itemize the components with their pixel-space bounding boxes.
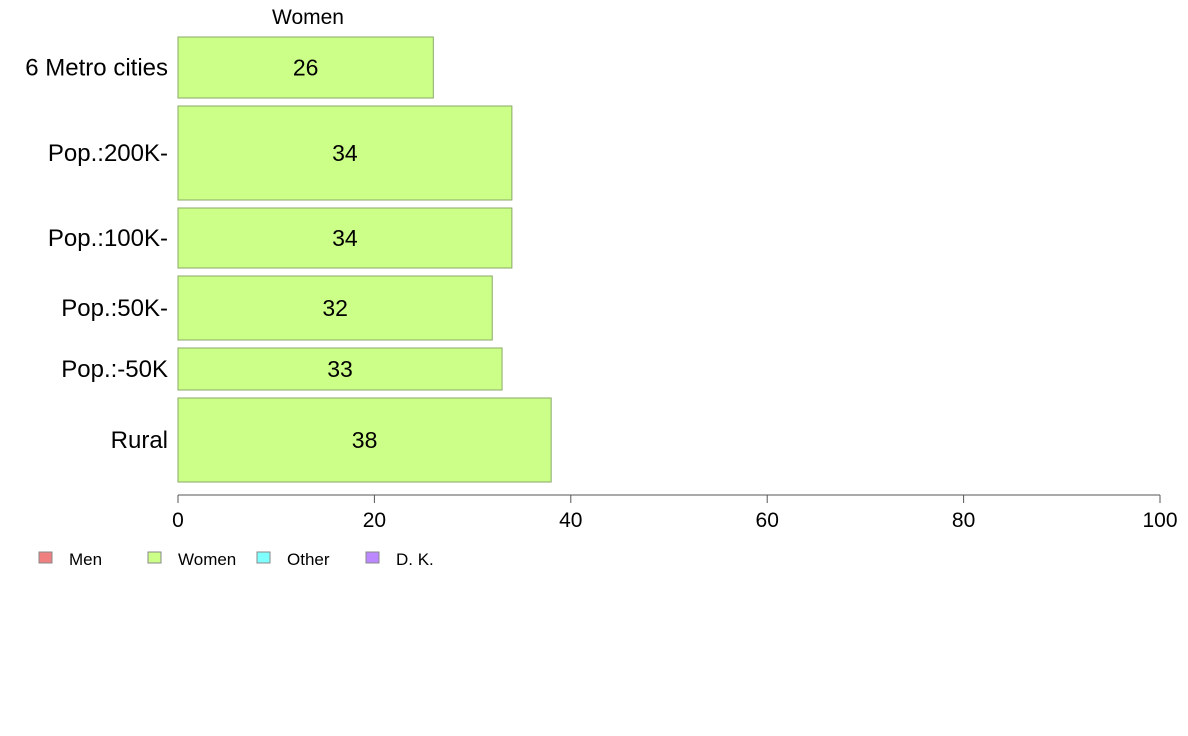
legend-swatch <box>365 551 380 564</box>
x-tick-label: 0 <box>172 509 184 532</box>
x-axis: 0 20 40 60 80 100 <box>172 494 1178 532</box>
category-label: Pop.:200K- <box>48 140 168 167</box>
bar <box>177 36 434 99</box>
legend: Men Women Other D. K. <box>38 550 434 569</box>
x-tick-label: 20 <box>363 509 386 532</box>
bar <box>177 397 552 483</box>
bar <box>177 347 503 391</box>
bar-value-label: 33 <box>327 356 353 382</box>
legend-label: D. K. <box>396 550 434 569</box>
legend-label: Other <box>287 550 330 569</box>
chart-title: Women <box>272 6 344 29</box>
x-tick-label: 100 <box>1142 509 1177 532</box>
bar-value-label: 34 <box>332 225 358 251</box>
x-tick-label: 40 <box>559 509 582 532</box>
x-tick-label: 80 <box>952 509 975 532</box>
legend-swatch <box>147 551 162 564</box>
bar <box>177 275 493 341</box>
category-label: Pop.:100K- <box>48 225 168 252</box>
category-label: 6 Metro cities <box>25 55 168 82</box>
category-label: Rural <box>111 427 168 454</box>
bar-value-label: 38 <box>352 427 378 453</box>
legend-swatch <box>256 551 271 564</box>
bar-group: 26 6 Metro cities 34 Pop.:200K- 34 Pop.:100K-… <box>25 36 552 483</box>
category-label: Pop.:50K- <box>61 295 168 322</box>
bar-value-label: 34 <box>332 140 358 166</box>
legend-label: Men <box>69 550 102 569</box>
legend-swatch <box>38 551 53 564</box>
bar <box>177 207 513 269</box>
category-label: Pop.:-50K <box>61 356 168 383</box>
x-tick-label: 60 <box>756 509 779 532</box>
legend-label: Women <box>178 550 236 569</box>
bar-value-label: 32 <box>322 295 348 321</box>
bar-value-label: 26 <box>293 55 319 81</box>
bar <box>177 105 513 201</box>
